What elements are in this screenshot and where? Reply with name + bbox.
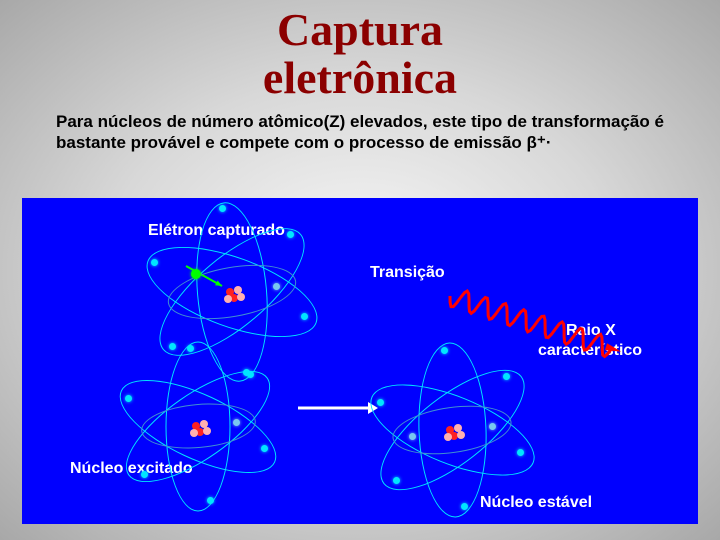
nucleon [190,429,198,437]
electron [233,419,240,426]
electron [247,371,254,378]
nucleon [237,293,245,301]
electron [125,395,132,402]
diagram-panel: Elétron capturado Transição Raio X carac… [22,198,698,524]
nucleon [457,431,465,439]
electron [393,477,400,484]
electron [301,313,308,320]
nucleon [203,427,211,435]
nucleon [444,433,452,441]
electron [489,423,496,430]
electron [219,205,226,212]
electron [273,283,280,290]
electron [517,449,524,456]
electron [141,471,148,478]
title-line2: eletrônica [263,52,457,103]
electron [191,269,201,279]
electron [461,503,468,510]
description-text: Para núcleos de número atômico(Z) elevad… [0,103,720,162]
electron [151,259,158,266]
electron [503,373,510,380]
nucleon [224,295,232,303]
electron [207,497,214,504]
electron [169,343,176,350]
slide-title: Captura eletrônica [0,0,720,103]
electron [409,433,416,440]
electron [187,345,194,352]
title-line1: Captura [277,4,443,55]
arrows-layer [22,198,698,524]
electron [377,399,384,406]
electron [441,347,448,354]
electron [261,445,268,452]
electron [287,231,294,238]
